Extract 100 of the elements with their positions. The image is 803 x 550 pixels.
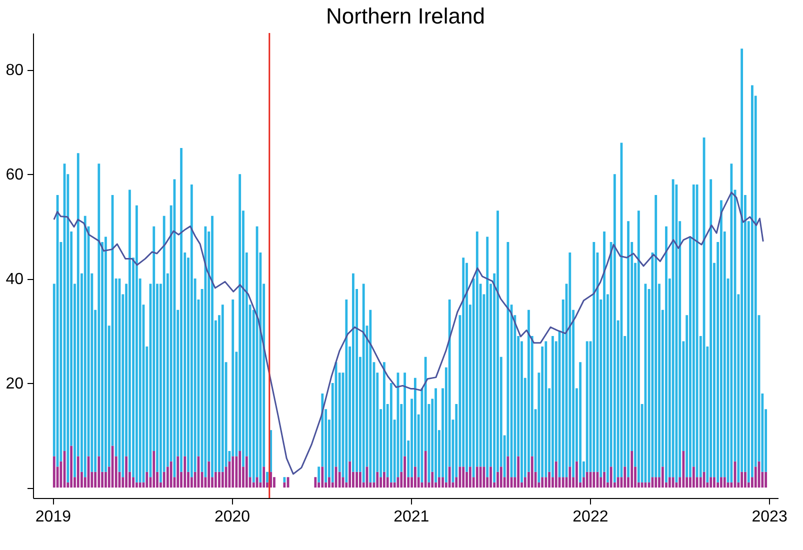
- bar: [613, 174, 616, 482]
- y-tick-label: 40: [6, 271, 24, 288]
- bar: [283, 477, 286, 482]
- bar: [654, 477, 658, 488]
- bar: [486, 236, 489, 478]
- bar: [431, 472, 434, 488]
- bar: [152, 450, 156, 488]
- bar: [744, 472, 746, 488]
- bar: [314, 477, 317, 488]
- bar: [221, 304, 224, 472]
- bar: [138, 482, 142, 488]
- bar: [438, 477, 440, 488]
- bar: [506, 456, 510, 488]
- bar: [135, 205, 138, 482]
- bar: [552, 336, 554, 478]
- bar: [208, 461, 210, 488]
- bar: [434, 388, 437, 482]
- x-tick-label: 2023: [752, 508, 788, 526]
- bar: [624, 466, 626, 488]
- y-tick-label: 20: [6, 376, 24, 393]
- bar: [616, 477, 620, 488]
- bar: [541, 477, 544, 488]
- bar: [76, 456, 80, 488]
- bar: [218, 472, 220, 488]
- bar: [318, 466, 320, 482]
- bar: [654, 194, 658, 478]
- bar: [348, 461, 352, 488]
- bar: [442, 477, 444, 488]
- bar: [238, 450, 242, 488]
- bar: [184, 456, 186, 488]
- bar: [52, 456, 56, 488]
- bar: [104, 236, 107, 472]
- bar: [544, 341, 548, 478]
- bar: [682, 450, 685, 488]
- bar: [692, 466, 695, 488]
- bar: [358, 472, 362, 488]
- bar: [668, 477, 671, 488]
- line-series: [53, 192, 764, 475]
- bar: [579, 362, 582, 482]
- bar: [245, 456, 248, 488]
- bar: [637, 210, 640, 482]
- bar: [448, 466, 451, 488]
- bar: [146, 472, 148, 488]
- bar: [640, 482, 644, 488]
- bar: [356, 472, 358, 488]
- bar: [517, 456, 520, 488]
- bar: [576, 461, 578, 488]
- bar: [345, 299, 348, 482]
- bar: [321, 466, 324, 488]
- bar: [458, 466, 462, 488]
- bar: [84, 216, 86, 478]
- x-tick-label: 2020: [214, 508, 250, 526]
- bar: [627, 221, 630, 478]
- bar: [562, 477, 564, 488]
- bar: [490, 466, 492, 488]
- bar: [696, 184, 698, 478]
- bar: [568, 466, 572, 488]
- bar: [262, 466, 266, 488]
- bar: [352, 273, 354, 472]
- bar: [661, 466, 664, 488]
- bar: [369, 310, 372, 482]
- bar: [603, 472, 606, 488]
- bar: [362, 284, 365, 482]
- bar: [630, 450, 634, 488]
- bar: [592, 242, 596, 472]
- bar: [382, 472, 386, 488]
- bar: [710, 477, 712, 488]
- bar: [548, 472, 551, 488]
- bar: [266, 472, 268, 482]
- bar: [665, 226, 668, 482]
- bar: [672, 477, 674, 488]
- bar: [98, 456, 100, 488]
- x-tick-label: 2022: [572, 508, 608, 526]
- bar: [730, 164, 733, 482]
- bar: [390, 383, 392, 482]
- bar: [713, 477, 716, 488]
- bar: [723, 477, 726, 488]
- bar: [462, 466, 465, 488]
- bar: [232, 456, 234, 488]
- bar: [70, 446, 73, 488]
- bar: [610, 466, 612, 488]
- x-tick-label: 2019: [35, 508, 72, 526]
- bar: [586, 472, 588, 488]
- bar: [176, 456, 180, 488]
- bar: [214, 472, 217, 488]
- bar: [424, 450, 427, 488]
- bar: [740, 472, 744, 488]
- bar: [476, 466, 478, 488]
- bar: [720, 477, 722, 488]
- bar: [328, 477, 330, 488]
- bar: [468, 466, 472, 488]
- bar: [376, 472, 379, 488]
- bar: [211, 216, 214, 478]
- bar: [170, 461, 172, 488]
- bar: [530, 456, 534, 488]
- bar: [404, 456, 406, 488]
- bar: [125, 456, 128, 488]
- bar: [554, 461, 558, 488]
- chart-title: Northern Ireland: [326, 3, 485, 28]
- bar: [482, 466, 486, 488]
